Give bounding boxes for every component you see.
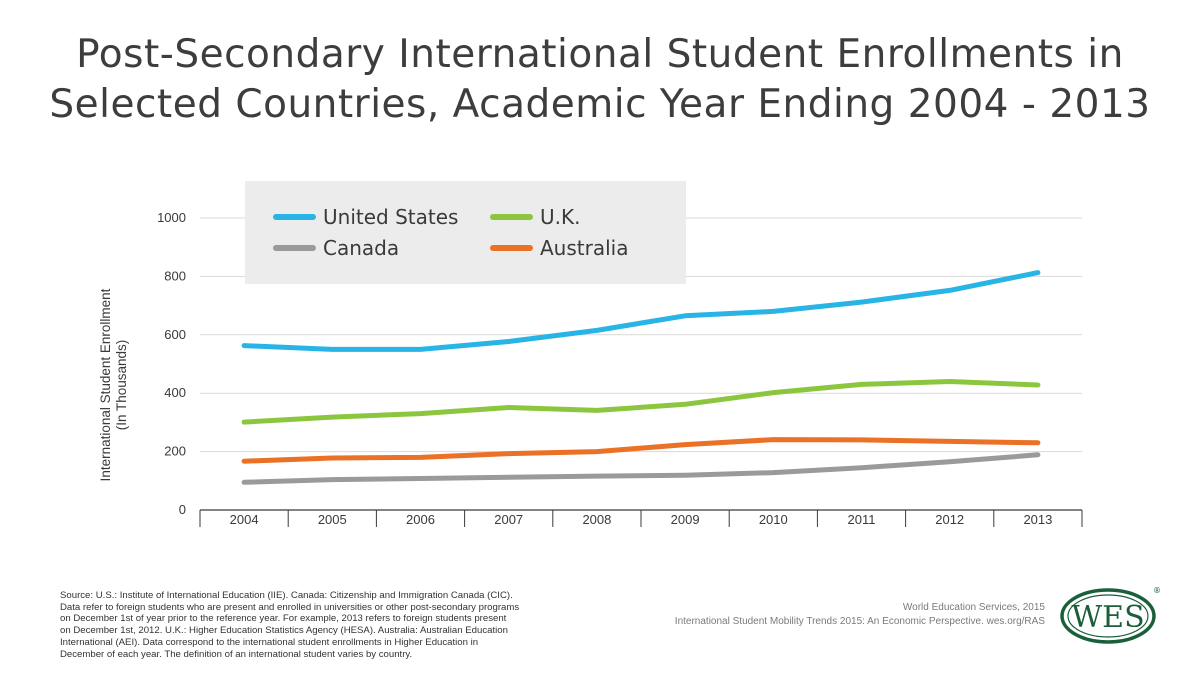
- chart-title: Post-Secondary International Student Enr…: [0, 30, 1200, 130]
- series-line: [241, 379, 1041, 425]
- source-line: December of each year. The definition of…: [60, 648, 413, 660]
- source-note: Source: U.S.: Institute of International…: [60, 590, 620, 660]
- legend-label: Canada: [323, 236, 399, 260]
- logo-text: WES: [1071, 600, 1144, 635]
- credit-report: International Student Mobility Trends 20…: [674, 616, 1045, 627]
- y-tick-label: 1000: [157, 210, 186, 225]
- x-tick-label: 2013: [1023, 512, 1052, 527]
- source-line: Source: U.S.: Institute of International…: [60, 590, 513, 601]
- y-tick-label: 400: [164, 385, 186, 400]
- y-tick-label: 600: [164, 327, 186, 342]
- series-line: [241, 452, 1041, 485]
- y-axis-label: International Student Enrollment: [98, 288, 113, 481]
- x-tick-label: 2010: [759, 512, 788, 527]
- x-tick-label: 2008: [582, 512, 611, 527]
- credit-org: World Education Services, 2015: [902, 602, 1045, 613]
- x-tick-label: 2011: [848, 512, 876, 527]
- y-tick-label: 800: [164, 268, 186, 283]
- y-tick-label: 0: [179, 502, 186, 517]
- x-tick-label: 2009: [671, 512, 700, 527]
- x-tick-label: 2005: [318, 512, 347, 527]
- source-line: on December 1st of year prior to the ref…: [60, 613, 507, 625]
- source-line: on December 1st, 2012. U.K.: Higher Educ…: [60, 625, 508, 637]
- x-tick-label: 2006: [406, 512, 435, 527]
- x-tick-label: 2012: [935, 512, 964, 527]
- line-chart: 0 200 400 600 800 1000 2004 2005 2006 2007 2008 200…: [98, 181, 1083, 527]
- source-line: International (AEI). Data correspond to …: [60, 636, 479, 648]
- x-tick-label: 2007: [494, 512, 523, 527]
- legend-label: U.K.: [540, 205, 580, 229]
- title-line-1: Post-Secondary International Student Enr…: [76, 32, 1124, 77]
- y-axis-label: (In Thousands): [114, 340, 129, 431]
- title-line-2: Selected Countries, Academic Year Ending…: [49, 82, 1151, 127]
- wes-logo: WES ®: [1060, 586, 1161, 644]
- series-line: [241, 437, 1041, 464]
- legend-label: United States: [323, 205, 458, 229]
- x-tick-label: 2004: [230, 512, 259, 527]
- series-line: [241, 270, 1041, 352]
- credits: World Education Services, 2015 Internati…: [675, 601, 1045, 629]
- legend-box: [245, 181, 686, 284]
- source-line: Data refer to foreign students who are p…: [60, 601, 520, 613]
- logo-registered-mark: ®: [1153, 586, 1161, 595]
- legend-label: Australia: [540, 236, 628, 260]
- y-tick-label: 200: [164, 444, 186, 459]
